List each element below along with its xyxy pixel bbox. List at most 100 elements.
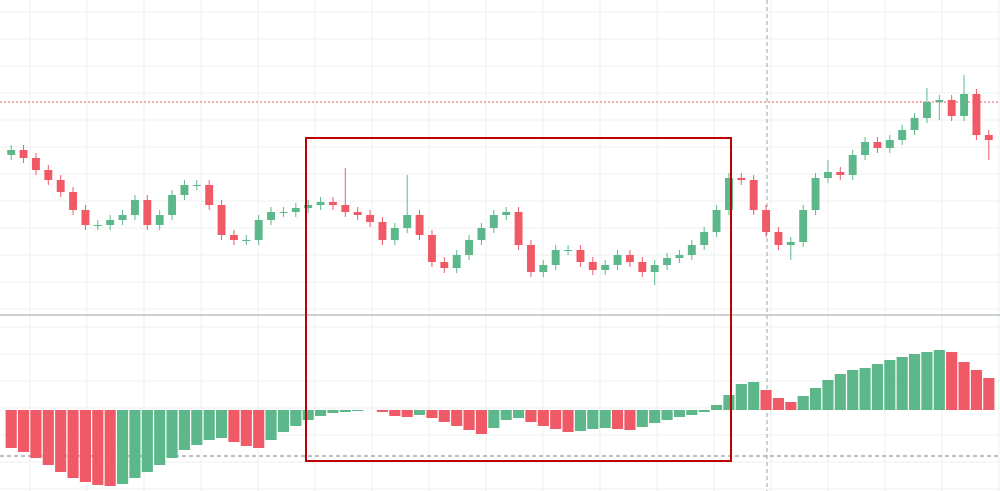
histogram-bar <box>253 410 265 448</box>
candle-body <box>799 210 808 242</box>
histogram-bar <box>946 352 958 410</box>
candle-body <box>947 100 956 116</box>
histogram-bar <box>587 410 599 429</box>
histogram-bar <box>574 410 587 431</box>
histogram-bar <box>327 410 339 413</box>
candle-body <box>56 180 65 192</box>
candle-body <box>898 130 907 140</box>
candle-body <box>378 222 387 240</box>
candle-body <box>848 155 857 175</box>
candle-body <box>81 210 90 225</box>
histogram-bar <box>154 410 166 465</box>
highlight-box <box>305 137 732 462</box>
histogram-bar <box>822 380 834 410</box>
candle-body <box>106 220 115 225</box>
candle-body <box>44 170 53 180</box>
candle-body <box>403 215 412 228</box>
candle-body <box>353 212 362 215</box>
candle-body <box>192 185 201 186</box>
candle-body <box>452 255 461 268</box>
histogram-bar <box>933 350 945 410</box>
candle-body <box>130 200 139 215</box>
candle-body <box>267 212 276 220</box>
histogram-bar <box>624 410 636 430</box>
candle-body <box>576 250 585 262</box>
candle-body <box>465 240 474 255</box>
histogram-bar <box>500 410 512 420</box>
histogram-bar <box>314 410 327 416</box>
histogram-bar <box>203 410 215 440</box>
histogram-bar <box>265 410 277 440</box>
candle-body <box>366 215 375 222</box>
histogram-bar <box>673 410 686 417</box>
histogram-bar <box>834 374 846 410</box>
histogram-bar <box>735 384 747 410</box>
histogram-bar <box>710 405 723 410</box>
candle-body <box>774 232 783 245</box>
histogram-bar <box>290 410 302 426</box>
histogram-bar <box>413 410 426 415</box>
candle-body <box>205 185 214 205</box>
candle-body <box>489 215 498 228</box>
candle-body <box>415 215 424 235</box>
candle-body <box>69 192 78 210</box>
candle-body <box>279 212 288 213</box>
candle-body <box>861 142 870 155</box>
histogram-bar <box>871 364 884 410</box>
histogram-bar <box>525 410 537 422</box>
histogram-bar <box>884 360 896 410</box>
candle-body <box>724 178 733 210</box>
histogram-bar <box>116 410 129 484</box>
histogram-bar <box>79 410 92 482</box>
histogram-bar <box>438 410 450 422</box>
candle-body <box>873 142 882 148</box>
histogram-bar <box>426 410 438 418</box>
histogram-bar <box>55 410 67 472</box>
candle-body <box>514 212 523 245</box>
histogram-bar <box>488 410 500 428</box>
candle-body <box>551 250 560 265</box>
candle-body <box>242 240 251 241</box>
histogram-bar <box>760 390 772 410</box>
histogram-bar <box>649 410 661 423</box>
histogram-bar <box>129 410 141 478</box>
candle-body <box>19 150 28 158</box>
histogram-bar <box>748 382 760 410</box>
candle-body <box>440 262 449 268</box>
candle-body <box>31 158 40 170</box>
candle-body <box>984 135 993 140</box>
candle-body <box>675 255 684 258</box>
histogram-bar <box>475 410 488 434</box>
histogram-bar <box>550 410 562 429</box>
candle-body <box>885 140 894 148</box>
histogram-bar <box>686 410 698 415</box>
candle-body <box>168 195 177 215</box>
histogram-bar <box>191 410 203 445</box>
candle-body <box>180 185 189 195</box>
candle-body <box>749 180 758 210</box>
candle-body <box>217 205 226 235</box>
candle-body <box>526 245 535 272</box>
histogram-bar <box>141 410 153 472</box>
histogram-bar <box>908 354 921 410</box>
histogram-bar <box>178 410 191 450</box>
candle-body <box>613 255 622 265</box>
candle-body <box>762 210 771 232</box>
histogram-bar <box>772 398 785 410</box>
histogram-bar <box>352 410 364 411</box>
histogram-bar <box>376 410 389 412</box>
candle-body <box>786 242 795 245</box>
candle-body <box>700 232 709 245</box>
candle-body <box>922 102 931 118</box>
candle-body <box>155 215 164 225</box>
histogram-bar <box>42 410 54 465</box>
candle-body <box>390 228 399 240</box>
candle-body <box>7 150 16 155</box>
histogram-bar <box>896 357 908 410</box>
candle-body <box>143 200 152 225</box>
histogram-bar <box>389 410 401 416</box>
candle-body <box>972 94 981 135</box>
candle-body <box>427 235 436 262</box>
histogram-bar <box>512 410 525 418</box>
